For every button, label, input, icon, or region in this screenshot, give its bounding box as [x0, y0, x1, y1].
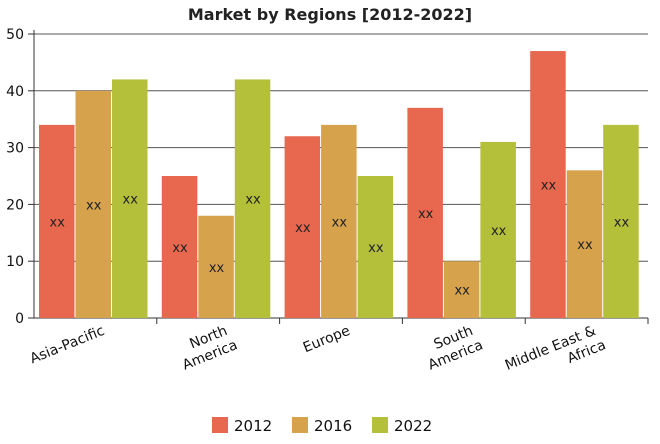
data-label: xx	[541, 179, 557, 194]
data-label: xx	[418, 207, 434, 222]
y-tick-label: 40	[6, 84, 24, 100]
bar-2016-4	[566, 170, 603, 318]
bar-2022-1	[234, 79, 271, 318]
bar-2016-3	[443, 261, 480, 318]
bars	[39, 51, 639, 318]
bar-2016-0	[75, 90, 111, 318]
bar-2012-1	[161, 176, 198, 318]
category-label: Europe	[301, 323, 353, 356]
legend-label: 2022	[394, 417, 432, 435]
data-label: xx	[614, 215, 630, 230]
data-label: xx	[491, 224, 507, 239]
legend-label: 2012	[234, 417, 272, 435]
data-label: xx	[172, 241, 188, 256]
data-label: xx	[454, 284, 470, 299]
category-label-line: Asia-Pacific	[28, 323, 107, 367]
data-label: xx	[577, 238, 593, 253]
legend-swatch-2012	[212, 417, 228, 433]
category-label: Middle East &Africa	[503, 321, 608, 389]
data-label: xx	[295, 221, 311, 236]
bar-2016-2	[321, 124, 357, 318]
bar-2012-4	[530, 51, 566, 318]
y-tick-label: 50	[6, 27, 24, 43]
category-label: NorthAmerica	[174, 321, 240, 373]
bar-2012-3	[407, 107, 443, 318]
legend-swatch-2016	[292, 417, 308, 433]
bar-2016-1	[198, 215, 234, 318]
legend: 2012 2016 2022	[212, 417, 432, 435]
data-label: xx	[209, 261, 225, 276]
bar-2022-3	[480, 141, 516, 318]
y-tick-label: 10	[6, 254, 24, 270]
category-label: Asia-Pacific	[28, 323, 107, 367]
data-label: xx	[50, 215, 66, 230]
bar-2022-2	[357, 176, 394, 318]
bar-2022-4	[603, 124, 639, 318]
category-label: SouthAmerica	[419, 321, 485, 373]
data-labels: xx xx xx xx xx xx xx xx xx xx xx xx xx xx xx	[50, 179, 630, 299]
y-tick-label: 30	[6, 141, 24, 157]
legend-label: 2016	[314, 417, 352, 435]
data-label: xx	[86, 198, 102, 213]
data-label: xx	[368, 241, 384, 256]
bar-2022-0	[112, 79, 148, 318]
bar-2012-0	[39, 124, 75, 318]
y-tick-label: 20	[6, 197, 24, 213]
data-label: xx	[123, 193, 139, 208]
data-label: xx	[332, 215, 348, 230]
y-tick-label: 0	[15, 311, 24, 327]
category-labels: Asia-Pacific NorthAmerica Europe SouthAmeri…	[28, 321, 608, 389]
chart-title: Market by Regions [2012-2022]	[188, 5, 472, 24]
category-label-line: Europe	[301, 323, 353, 356]
data-label: xx	[245, 193, 261, 208]
bar-2012-2	[284, 136, 321, 318]
legend-swatch-2022	[372, 417, 388, 433]
